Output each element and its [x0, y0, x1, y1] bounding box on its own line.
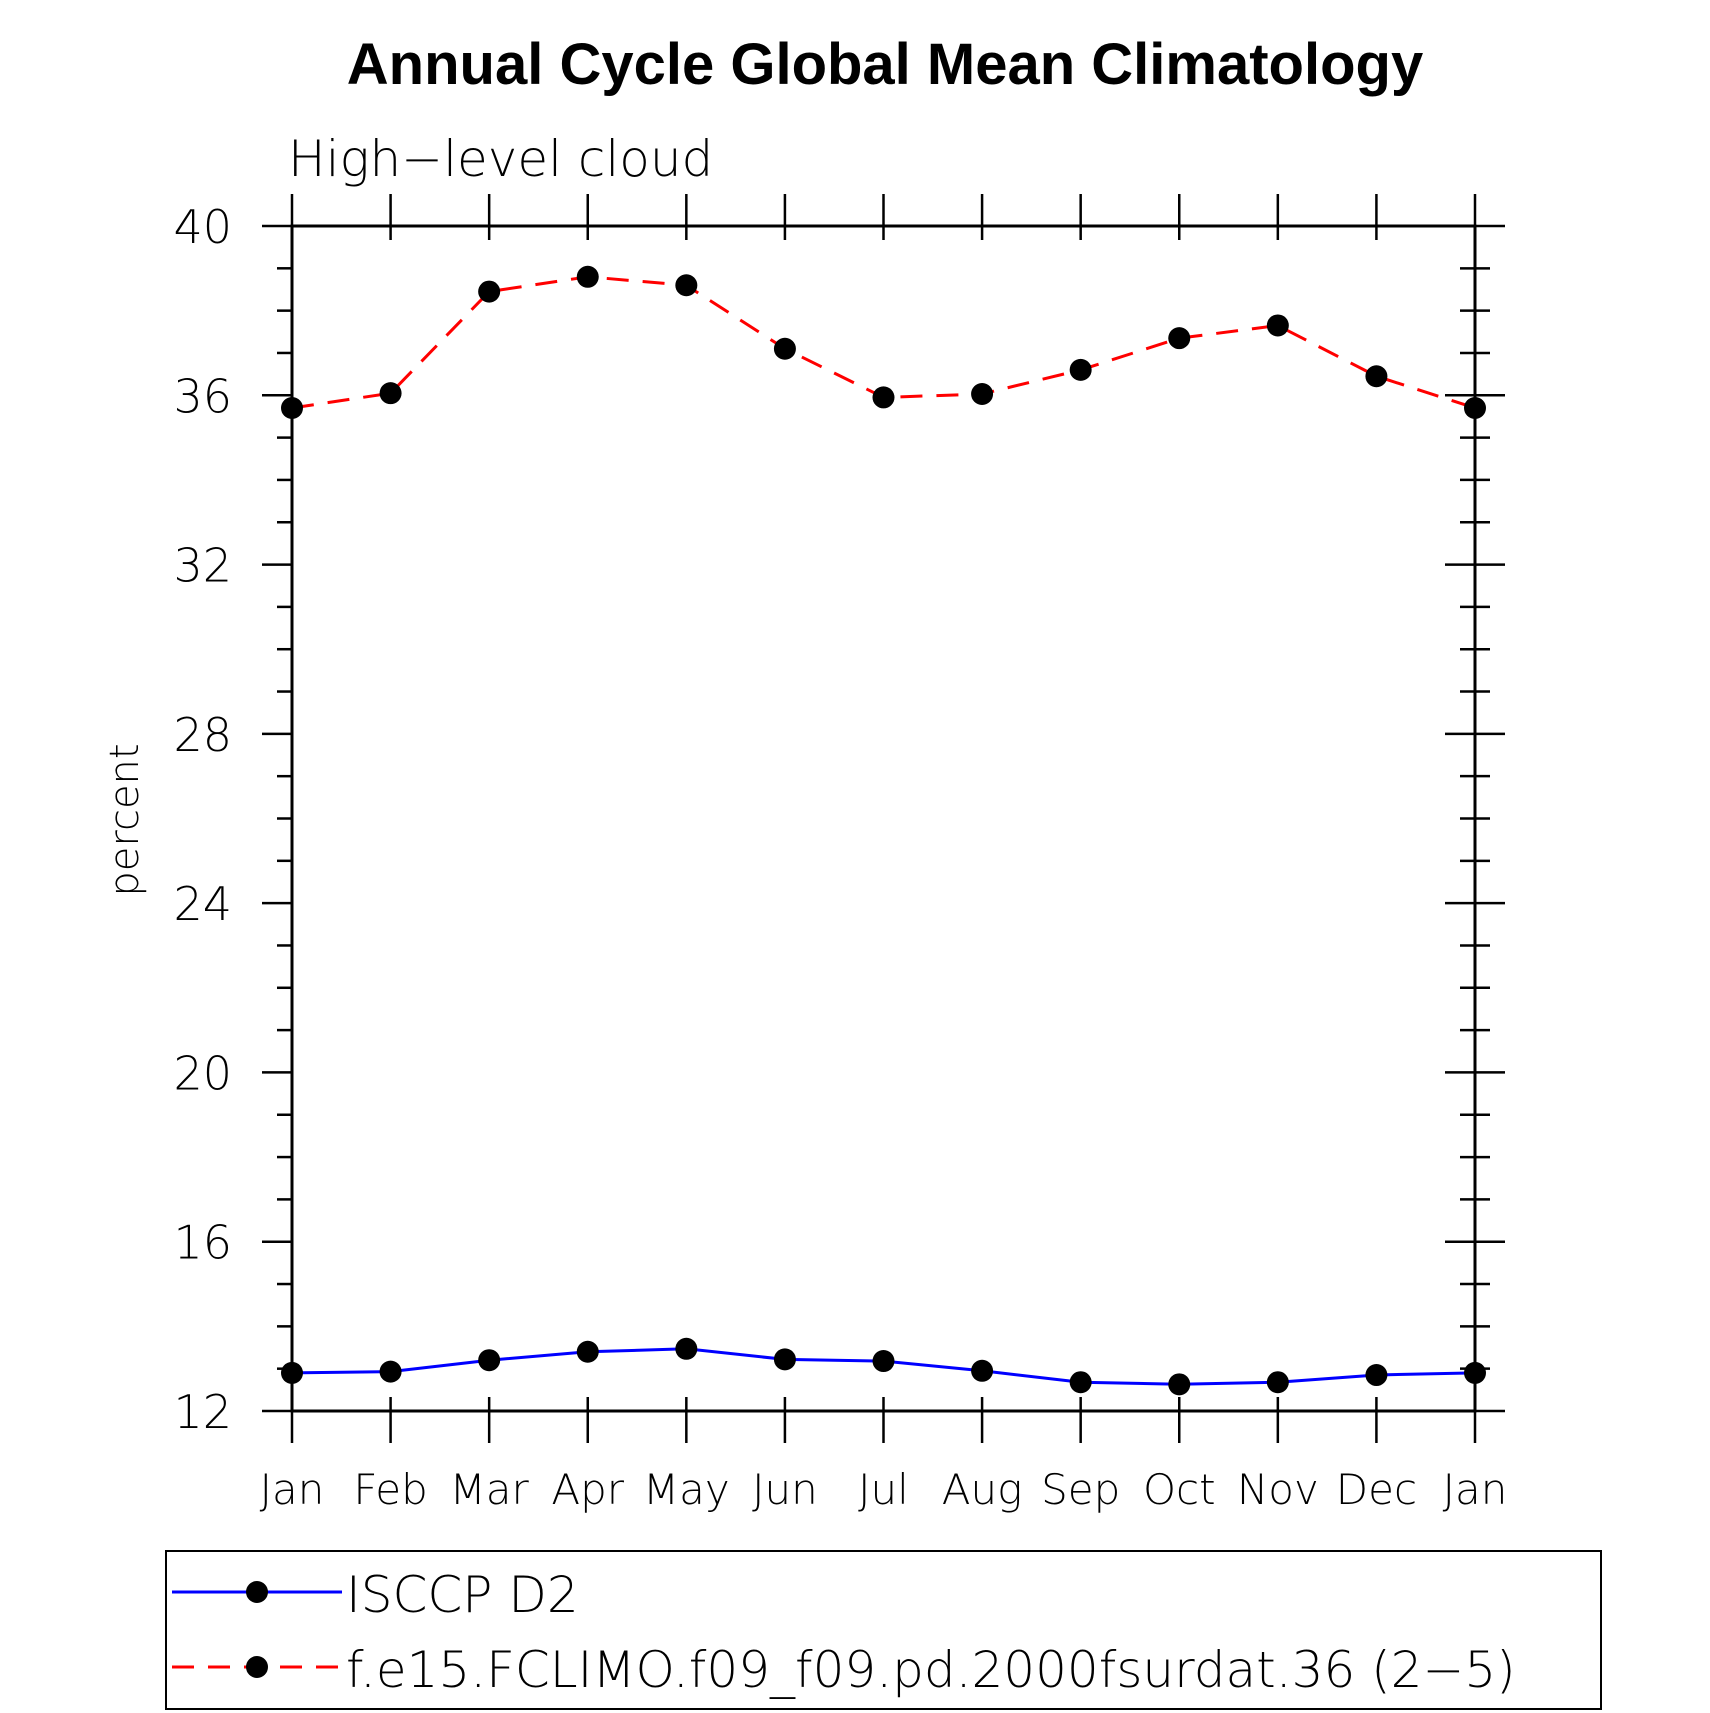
data-point-series-1 [872, 1350, 895, 1373]
plot-frame [290, 224, 1477, 1413]
series-layer [281, 265, 1486, 1396]
data-point-series-2 [1464, 396, 1486, 419]
x-tick-label: May [643, 1465, 730, 1514]
data-point-series-1 [1069, 1371, 1092, 1394]
data-point-series-1 [379, 1360, 402, 1383]
data-point-series-2 [773, 337, 796, 360]
y-axis-label: percent [102, 743, 148, 896]
y-tick-label: 40 [173, 200, 232, 254]
data-point-series-1 [971, 1359, 994, 1382]
axis-ticks [262, 194, 1505, 1443]
legend: ISCCP D2 f.e15.FCLIMO.f09_f09.pd.2000fsu… [165, 1550, 1602, 1710]
chart-title: Annual Cycle Global Mean Climatology [347, 32, 1423, 97]
x-tick-label: Feb [353, 1465, 427, 1514]
data-point-series-1 [281, 1361, 303, 1384]
y-tick-labels: 12 16 20 24 28 32 36 40 [173, 200, 232, 1439]
data-point-series-1 [1266, 1371, 1289, 1394]
x-tick-label: Jan [1443, 1465, 1508, 1514]
data-point-series-2 [478, 280, 501, 303]
data-point-series-1 [773, 1348, 796, 1371]
legend-marker-series-1 [246, 1581, 268, 1603]
y-tick-label: 28 [173, 708, 232, 762]
data-point-series-1 [478, 1349, 501, 1372]
data-point-series-2 [281, 396, 303, 419]
y-tick-label: 24 [173, 877, 232, 931]
x-tick-label: Jul [858, 1465, 909, 1514]
y-tick-label: 36 [173, 369, 232, 423]
x-tick-label: Dec [1336, 1465, 1417, 1514]
data-point-series-1 [576, 1340, 599, 1363]
legend-box [165, 1550, 1602, 1710]
x-tick-label: Aug [942, 1465, 1023, 1514]
x-tick-label: Mar [450, 1465, 530, 1514]
data-point-series-2 [1069, 358, 1092, 381]
x-tick-label: Oct [1143, 1465, 1216, 1514]
data-point-series-2 [1168, 327, 1191, 350]
y-tick-label: 20 [173, 1046, 232, 1100]
data-point-series-1 [675, 1337, 698, 1360]
data-point-series-2 [872, 386, 895, 409]
legend-marker-series-2 [246, 1656, 268, 1678]
data-point-series-1 [1365, 1364, 1388, 1387]
x-tick-label: Apr [551, 1465, 624, 1514]
data-point-series-1 [1464, 1361, 1486, 1384]
x-tick-label: Jun [752, 1465, 818, 1514]
y-tick-label: 12 [173, 1385, 232, 1439]
x-tick-labels: Jan Feb Mar Apr May Jun Jul Aug Sep Oct Nov Dec Jan [260, 1465, 1508, 1514]
legend-label-series-1: ISCCP D2 [346, 1566, 579, 1624]
data-point-series-1 [1168, 1373, 1191, 1396]
data-point-series-2 [379, 382, 402, 405]
legend-label-series-2: f.e15.FCLIMO.f09_f09.pd.2000fsurdat.36 (… [346, 1641, 1516, 1699]
y-tick-label: 16 [173, 1216, 232, 1270]
data-point-series-2 [1365, 365, 1388, 388]
x-tick-label: Sep [1041, 1465, 1120, 1514]
data-point-series-2 [1266, 314, 1289, 337]
x-tick-label: Jan [260, 1465, 325, 1514]
x-tick-label: Nov [1237, 1465, 1319, 1514]
chart-subtitle: High−level cloud [288, 130, 713, 188]
data-point-series-2 [675, 274, 698, 297]
data-point-series-2 [576, 265, 599, 288]
data-point-series-2 [971, 383, 994, 406]
y-tick-label: 32 [173, 539, 232, 593]
